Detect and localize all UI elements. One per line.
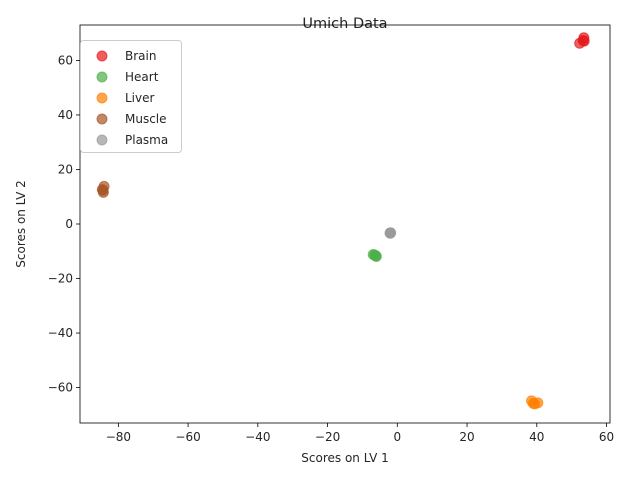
data-point	[369, 249, 381, 261]
chart-title: Umich Data	[302, 16, 387, 32]
x-tick-label: −20	[315, 430, 340, 444]
y-axis: −60 −40 −20 0 20 40 60	[48, 53, 80, 395]
series-muscle	[96, 180, 110, 198]
x-axis: −80 −60 −40 −20 0 20 40 60	[106, 423, 614, 444]
legend-marker	[96, 50, 108, 62]
y-axis-label: Scores on LV 2	[14, 180, 28, 267]
legend-marker	[96, 113, 108, 125]
x-tick-label: −60	[175, 430, 200, 444]
legend-label: Liver	[125, 91, 155, 105]
legend-frame	[80, 40, 182, 153]
x-tick-label: 20	[459, 430, 474, 444]
x-tick-label: 0	[393, 430, 401, 444]
x-axis-label: Scores on LV 1	[301, 451, 388, 465]
data-point	[97, 184, 109, 196]
legend-item-muscle: Muscle	[96, 112, 167, 126]
x-tick-label: −40	[245, 430, 270, 444]
series-liver	[526, 395, 544, 410]
y-tick-label: −60	[48, 381, 73, 395]
legend-item-brain: Brain	[96, 49, 156, 63]
legend-label: Brain	[125, 49, 156, 63]
legend: Brain Heart Liver Muscle Plasma	[80, 40, 182, 153]
legend-marker	[96, 71, 108, 83]
data-point	[578, 35, 590, 47]
y-tick-label: 20	[58, 162, 73, 176]
x-tick-label: 60	[599, 430, 614, 444]
y-tick-label: −20	[48, 272, 73, 286]
legend-marker	[96, 134, 108, 146]
x-tick-label: 40	[529, 430, 544, 444]
legend-item-heart: Heart	[96, 70, 159, 84]
series-heart	[367, 249, 382, 262]
x-tick-label: −80	[106, 430, 131, 444]
legend-label: Heart	[125, 70, 159, 84]
data-point	[529, 398, 541, 410]
series-plasma	[384, 227, 397, 239]
data-point	[384, 227, 396, 239]
y-tick-label: 40	[58, 108, 73, 122]
y-tick-label: −40	[48, 326, 73, 340]
series-brain	[574, 32, 590, 49]
legend-label: Muscle	[125, 112, 167, 126]
legend-label: Plasma	[125, 133, 168, 147]
y-tick-label: 60	[58, 53, 73, 67]
legend-item-plasma: Plasma	[96, 133, 168, 147]
legend-marker	[96, 92, 108, 104]
points-layer	[96, 32, 590, 410]
y-tick-label: 0	[65, 217, 73, 231]
legend-item-liver: Liver	[96, 91, 155, 105]
